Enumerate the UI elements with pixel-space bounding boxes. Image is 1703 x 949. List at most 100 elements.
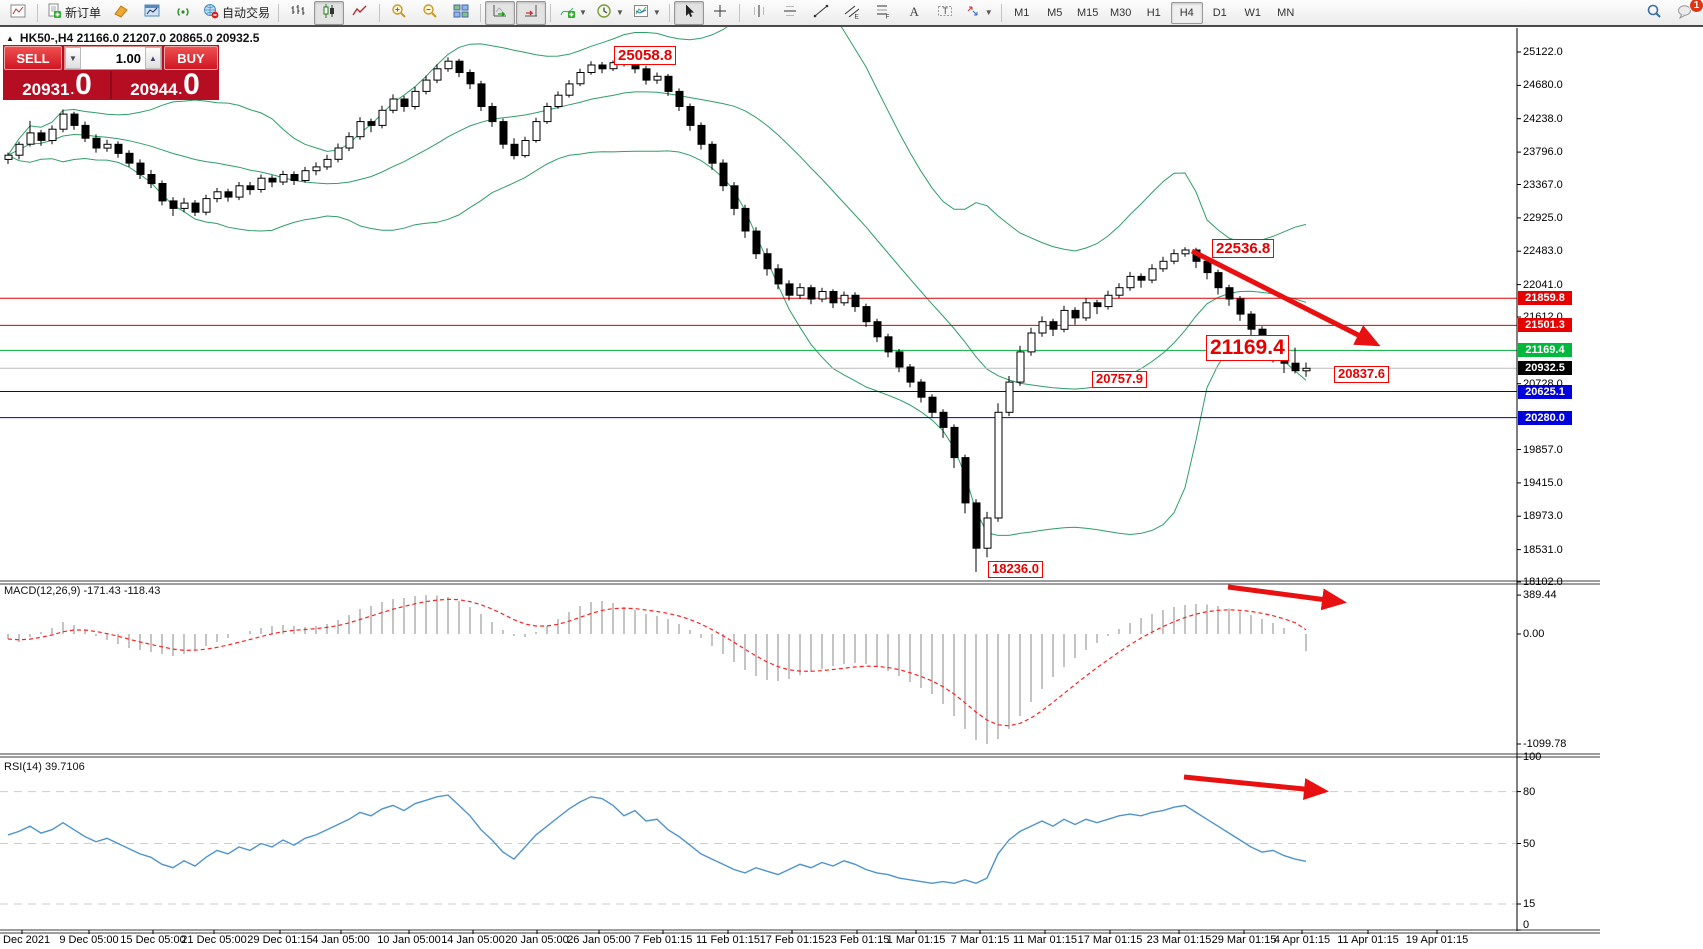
toolbar-separator <box>738 3 740 22</box>
tile-windows-icon <box>453 3 469 22</box>
timeframe-m30-button[interactable]: M30 <box>1110 6 1132 19</box>
crosshair-button[interactable] <box>705 1 735 25</box>
timeframe-m1-button[interactable]: M1 <box>1014 6 1030 19</box>
trend-arrows[interactable] <box>1183 248 1381 800</box>
notification-badge: 1 <box>1689 0 1703 13</box>
timeframe-m15-button[interactable]: M15 <box>1077 6 1099 19</box>
volume-decrease-button[interactable]: ▼ <box>65 47 81 69</box>
charts-button[interactable] <box>137 1 167 25</box>
styler-button[interactable] <box>106 1 136 25</box>
auto-scroll-button[interactable] <box>485 0 516 25</box>
timeframe-mn-button[interactable]: MN <box>1277 6 1295 19</box>
one-click-trading-panel: SELL ▼ ▲ BUY 20931 . 0 20944 . 0 <box>3 45 219 100</box>
trendline-icon <box>813 3 829 22</box>
timeframe-w1-button[interactable]: W1 <box>1244 6 1261 19</box>
horizontal-line-icon <box>782 3 798 22</box>
rsi-line <box>7 794 1307 885</box>
text-label-button[interactable]: T <box>930 1 960 25</box>
signals-icon <box>175 3 191 22</box>
toolbar-separator <box>550 3 552 22</box>
text-button[interactable]: A <box>899 1 929 25</box>
toolbar-separator <box>1000 3 1002 22</box>
line-chart-button[interactable] <box>345 1 375 25</box>
timeframe-h1-button[interactable]: H1 <box>1146 6 1161 19</box>
line-chart-icon <box>352 3 368 22</box>
toolbar-separator <box>668 3 670 22</box>
price-divider <box>110 71 112 99</box>
main-toolbar: 新订单 自动交易 ▼ ▼ ▼ E F A T ▼ M1 M5 M15 M30 H1 H4 D1 W1 MN 1 <box>0 0 1703 27</box>
chevron-down-icon: ▼ <box>652 8 661 17</box>
candlesticks <box>4 56 1311 572</box>
chevron-down-icon: ▼ <box>984 8 993 17</box>
svg-text:E: E <box>854 14 859 20</box>
indicators-button[interactable]: ▼ <box>555 1 591 25</box>
svg-text:A: A <box>909 4 919 19</box>
volume-spinner: ▼ ▲ <box>64 46 162 70</box>
zoom-in-button[interactable] <box>384 1 414 25</box>
svg-text:F: F <box>885 14 889 20</box>
macd-histogram <box>7 595 1307 744</box>
timeframe-d1-button[interactable]: D1 <box>1212 6 1227 19</box>
fibonacci-icon: F <box>875 3 891 22</box>
buy-price: 20944 . 0 <box>130 68 200 102</box>
timeframe-m5-button[interactable]: M5 <box>1047 6 1063 19</box>
bar-chart-icon <box>290 3 306 22</box>
chart-shift-button[interactable] <box>516 0 547 25</box>
candlestick-chart-button[interactable] <box>314 0 345 25</box>
bollinger-bands <box>7 0 1307 536</box>
new-order-button[interactable]: 新订单 <box>42 1 105 25</box>
arrows-icon <box>965 3 981 22</box>
notifications-button[interactable]: 1 <box>1670 0 1703 25</box>
buy-button[interactable]: BUY <box>164 46 218 70</box>
cursor-icon <box>681 3 697 22</box>
tile-windows-button[interactable] <box>446 1 476 25</box>
bar-chart-button[interactable] <box>283 1 313 25</box>
text-icon: A <box>906 3 922 22</box>
chevron-down-icon: ▼ <box>615 8 624 17</box>
volume-increase-button[interactable]: ▲ <box>145 47 161 69</box>
svg-text:T: T <box>942 6 948 16</box>
timeframe-h4-button[interactable]: H4 <box>1170 1 1203 24</box>
search-button[interactable] <box>1639 1 1669 25</box>
zoom-out-button[interactable] <box>415 1 445 25</box>
app-icon[interactable] <box>3 1 33 25</box>
horizontal-level-lines[interactable] <box>0 297 1517 419</box>
fibonacci-button[interactable]: F <box>868 1 898 25</box>
search-icon <box>1646 3 1662 22</box>
axis-tick-marks <box>21 51 1521 934</box>
text-label-icon: T <box>937 3 953 22</box>
periods-icon <box>596 3 612 22</box>
crosshair-icon <box>712 3 728 22</box>
auto-scroll-icon <box>492 3 508 22</box>
signals-button[interactable] <box>168 1 198 25</box>
equidistant-channel-icon: E <box>844 3 860 22</box>
templates-button[interactable]: ▼ <box>629 1 665 25</box>
indicators-icon <box>559 3 576 22</box>
pane-separators[interactable] <box>0 580 1600 934</box>
toolbar-separator <box>480 3 482 22</box>
styler-icon <box>113 3 129 22</box>
templates-icon <box>633 3 649 22</box>
toolbar-separator <box>278 3 280 22</box>
sell-button[interactable]: SELL <box>4 46 62 70</box>
rsi-level-lines <box>0 791 1517 905</box>
macd-signal-line <box>7 598 1307 727</box>
zoom-out-icon <box>422 3 438 22</box>
auto-trading-button[interactable]: 自动交易 <box>199 1 274 25</box>
equidistant-channel-button[interactable]: E <box>837 1 867 25</box>
volume-input[interactable] <box>81 47 145 69</box>
new-order-icon <box>46 3 62 22</box>
horizontal-line-button[interactable] <box>775 1 805 25</box>
arrows-button[interactable]: ▼ <box>961 1 997 25</box>
periods-button[interactable]: ▼ <box>592 1 628 25</box>
trendline-button[interactable] <box>806 1 836 25</box>
vertical-line-button[interactable] <box>744 1 774 25</box>
auto-trading-icon <box>203 3 219 22</box>
cursor-button[interactable] <box>673 0 704 25</box>
sell-price: 20931 . 0 <box>22 68 92 102</box>
charts-icon <box>144 3 160 22</box>
chart-shift-icon <box>523 3 539 22</box>
app-icon-icon <box>10 3 26 22</box>
